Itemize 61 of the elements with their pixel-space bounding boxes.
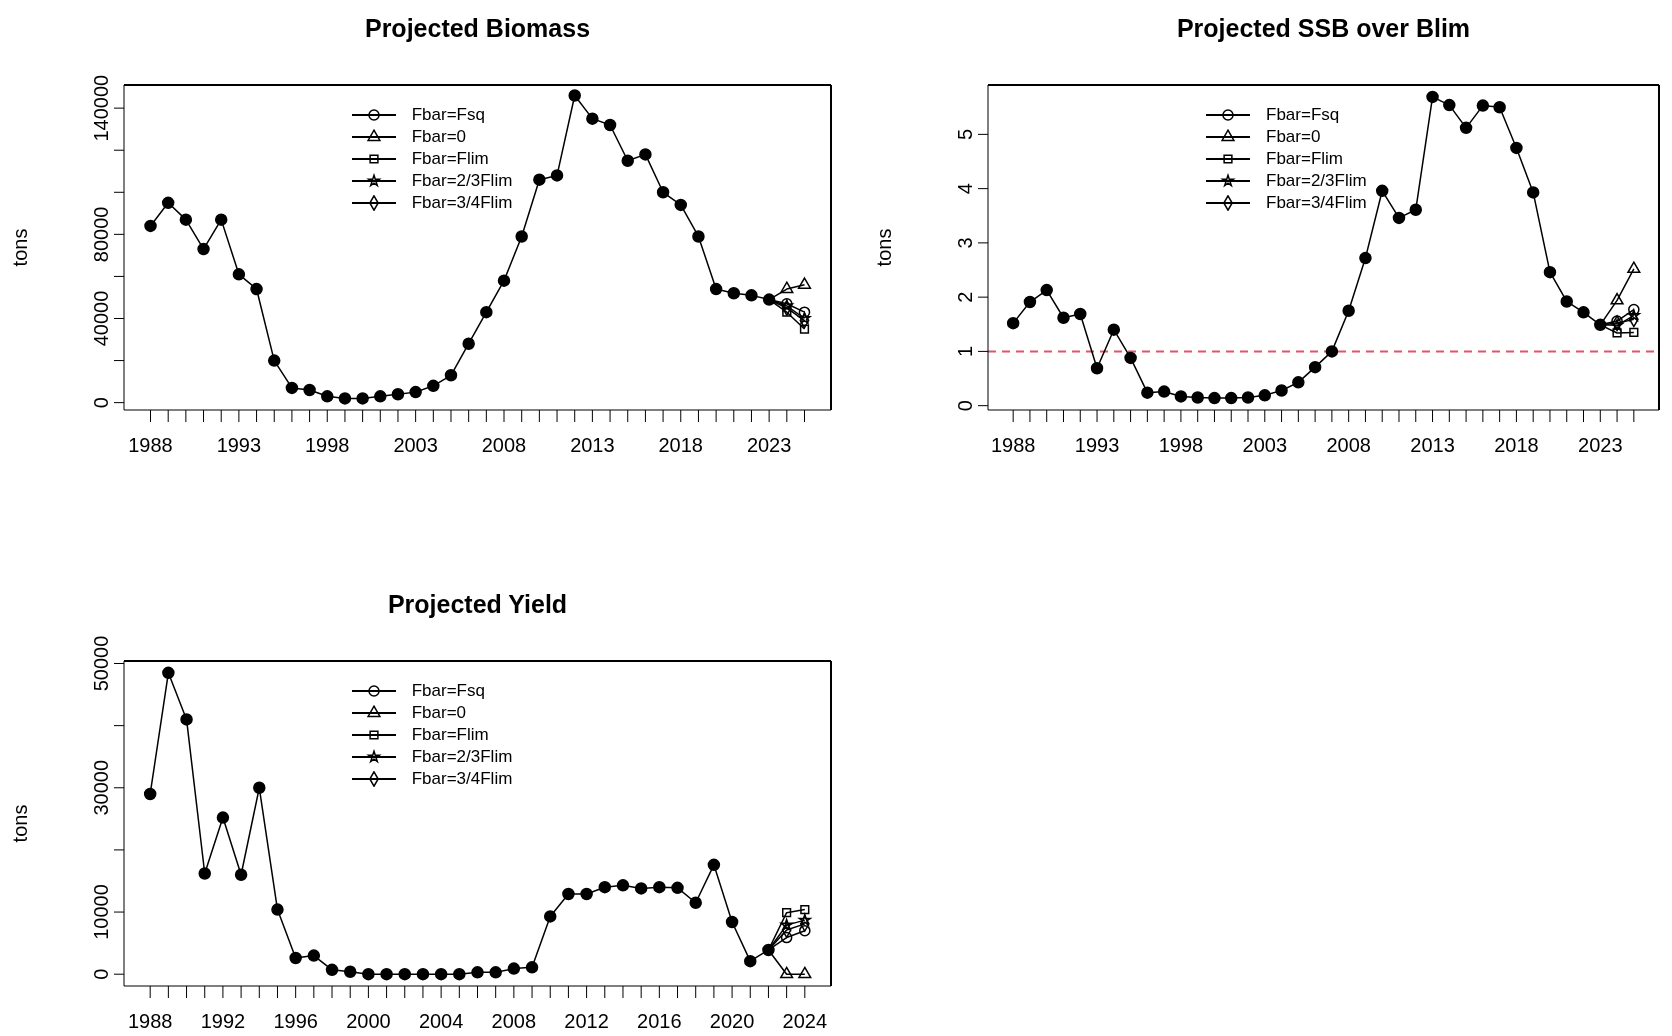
x-tick-label: 1988 — [128, 434, 173, 457]
legend-label: Fbar=3/4Flim — [411, 769, 513, 789]
x-tick-label: 1993 — [216, 434, 262, 457]
y-tick-label: 80000 — [90, 206, 112, 263]
x-tick-label: 2023 — [746, 434, 792, 457]
x-tick-label: 1988 — [127, 1010, 173, 1033]
legend-label: Fbar=Fsq — [411, 681, 485, 701]
legend-label: Fbar=2/3Flim — [1266, 171, 1367, 191]
legend-label: Fbar=2/3Flim — [411, 171, 513, 191]
legend-label: Fbar=3/4Flim — [1266, 193, 1367, 213]
y-tick-label: 10000 — [90, 884, 112, 940]
x-tick-label: 2003 — [1242, 434, 1288, 457]
x-tick-label: 1993 — [1074, 434, 1120, 457]
legend-label: Fbar=Flim — [411, 725, 489, 745]
y-tick-label: 1 — [954, 345, 976, 357]
legend-label: Fbar=3/4Flim — [411, 193, 513, 213]
y-tick-label: 140000 — [90, 74, 112, 142]
x-tick-label: 2018 — [1494, 434, 1539, 457]
y-tick-label: 30000 — [90, 759, 112, 816]
y-axis-title: tons — [9, 804, 32, 843]
x-tick-label: 2018 — [658, 434, 704, 457]
x-tick-label: 2024 — [782, 1010, 828, 1033]
chart-title: Projected Biomass — [363, 14, 592, 43]
y-tick-label: 40000 — [90, 290, 112, 347]
y-tick-label: 3 — [954, 237, 976, 249]
x-tick-label: 1996 — [273, 1010, 318, 1033]
legend-label: Fbar=2/3Flim — [411, 747, 513, 767]
x-tick-label: 2004 — [418, 1010, 464, 1033]
chart-title: Projected SSB over Blim — [1175, 14, 1472, 43]
y-tick-label: 2 — [954, 291, 976, 303]
x-tick-label: 1998 — [1158, 434, 1204, 457]
legend-label: Fbar=Flim — [1266, 149, 1343, 169]
y-axis-title: tons — [9, 228, 32, 267]
x-tick-label: 2013 — [570, 434, 615, 457]
x-tick-label: 2003 — [393, 434, 438, 457]
x-tick-label: 2013 — [1410, 434, 1455, 457]
x-tick-label: 2008 — [1326, 434, 1371, 457]
y-tick-label: 4 — [954, 183, 976, 195]
x-tick-label: 2012 — [564, 1010, 609, 1033]
x-tick-label: 2023 — [1578, 434, 1623, 457]
legend-label: Fbar=0 — [1266, 127, 1321, 147]
y-tick-label: 0 — [90, 968, 112, 980]
x-tick-label: 2016 — [637, 1010, 682, 1033]
y-tick-label: 0 — [954, 400, 976, 412]
legend-label: Fbar=Flim — [411, 149, 489, 169]
x-tick-label: 1992 — [200, 1010, 246, 1033]
x-tick-label: 1998 — [305, 434, 350, 457]
legend-label: Fbar=0 — [411, 127, 467, 147]
y-tick-label: 50000 — [90, 635, 112, 692]
x-tick-label: 1988 — [990, 434, 1036, 457]
x-tick-label: 2000 — [346, 1010, 391, 1033]
y-tick-label: 0 — [90, 397, 112, 409]
x-tick-label: 2008 — [491, 1010, 537, 1033]
x-tick-label: 2020 — [709, 1010, 755, 1033]
legend-label: Fbar=0 — [411, 703, 467, 723]
legend-label: Fbar=Fsq — [1266, 105, 1340, 125]
y-axis-title: tons — [873, 228, 896, 267]
y-tick-label: 5 — [954, 128, 976, 140]
x-tick-label: 2008 — [481, 434, 527, 457]
chart-title: Projected Yield — [386, 590, 569, 619]
legend-label: Fbar=Fsq — [411, 105, 485, 125]
